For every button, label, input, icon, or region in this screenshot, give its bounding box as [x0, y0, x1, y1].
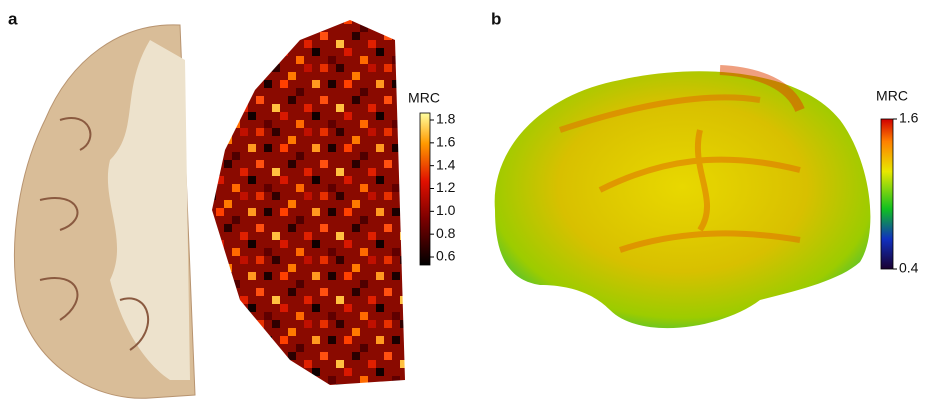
colorbar-ticks: 1.8 1.6 1.4 1.2 1.0 0.8 0.6: [430, 111, 456, 264]
panel-label: a: [8, 9, 18, 28]
tick-label: 1.6: [899, 110, 919, 126]
tick-label: 0.4: [899, 260, 919, 276]
tick-label: 1.2: [436, 179, 456, 195]
cortical-surface: [495, 71, 871, 328]
tick-label: 1.4: [436, 156, 456, 172]
colorbar: [881, 119, 893, 269]
colorbar: [420, 113, 430, 265]
tick-label: 0.6: [436, 248, 456, 264]
colorbar-title: MRC: [876, 88, 908, 104]
tick-label: 1.8: [436, 111, 456, 127]
panel-label: b: [491, 9, 501, 28]
tick-label: 1.6: [436, 134, 456, 150]
mrc-heatmap: [212, 20, 405, 385]
colorbar-ticks: 1.6 0.4: [893, 110, 919, 276]
tick-label: 1.0: [436, 202, 456, 218]
figure: a b MRC MRC 1.8 1.6 1.4 1.2 1.0 0.8 0.6 1.6 0.4: [0, 0, 925, 404]
colorbar-title: MRC: [408, 90, 440, 106]
tick-label: 0.8: [436, 225, 456, 241]
